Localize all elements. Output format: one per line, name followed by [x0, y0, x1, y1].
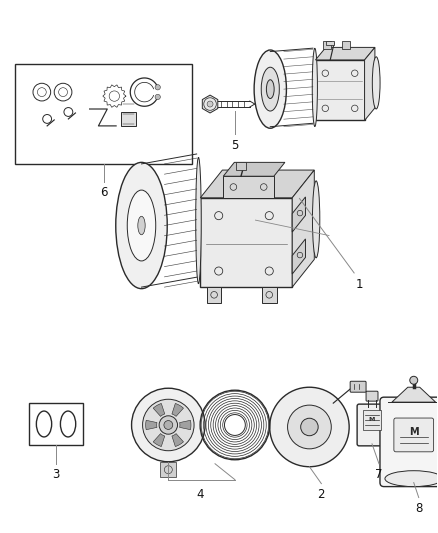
Text: M: M	[409, 427, 419, 437]
Bar	[363, 410, 381, 430]
Polygon shape	[153, 433, 165, 447]
FancyBboxPatch shape	[366, 391, 378, 401]
Circle shape	[270, 387, 349, 467]
Polygon shape	[200, 170, 314, 198]
Ellipse shape	[385, 471, 438, 487]
Bar	[29, 403, 83, 445]
Polygon shape	[292, 239, 305, 274]
Circle shape	[155, 85, 160, 90]
Bar	[160, 462, 176, 477]
Circle shape	[143, 399, 194, 451]
Ellipse shape	[261, 67, 279, 111]
Circle shape	[207, 101, 213, 107]
FancyBboxPatch shape	[350, 381, 366, 392]
Polygon shape	[315, 47, 375, 60]
FancyBboxPatch shape	[357, 404, 387, 446]
FancyBboxPatch shape	[315, 60, 364, 120]
Ellipse shape	[127, 190, 156, 261]
Polygon shape	[292, 197, 305, 232]
Polygon shape	[364, 47, 375, 120]
FancyBboxPatch shape	[380, 397, 438, 487]
FancyBboxPatch shape	[200, 198, 292, 287]
Text: 2: 2	[318, 488, 325, 500]
Text: 4: 4	[196, 488, 204, 500]
Text: 3: 3	[53, 468, 60, 481]
Circle shape	[131, 388, 205, 462]
Polygon shape	[153, 403, 165, 416]
Polygon shape	[172, 403, 184, 416]
Bar	[323, 41, 331, 50]
Bar	[237, 163, 246, 170]
Circle shape	[159, 416, 177, 434]
Ellipse shape	[372, 57, 380, 109]
Text: 6: 6	[100, 185, 107, 198]
Ellipse shape	[138, 216, 145, 235]
Circle shape	[300, 418, 318, 435]
Text: 1: 1	[355, 278, 363, 291]
Ellipse shape	[132, 203, 151, 248]
Bar	[15, 64, 192, 164]
FancyBboxPatch shape	[262, 287, 277, 303]
Ellipse shape	[196, 157, 201, 284]
Circle shape	[164, 421, 173, 430]
FancyBboxPatch shape	[394, 418, 434, 452]
Ellipse shape	[312, 181, 320, 258]
Circle shape	[410, 376, 418, 384]
Polygon shape	[180, 421, 191, 430]
Polygon shape	[223, 163, 285, 176]
FancyBboxPatch shape	[207, 287, 222, 303]
Polygon shape	[292, 170, 314, 287]
Bar	[121, 112, 136, 126]
Circle shape	[288, 405, 331, 449]
Ellipse shape	[266, 80, 274, 99]
Circle shape	[204, 98, 216, 110]
FancyBboxPatch shape	[223, 176, 274, 198]
Text: 5: 5	[231, 139, 239, 152]
Polygon shape	[392, 387, 436, 402]
Bar	[343, 41, 350, 50]
Polygon shape	[202, 95, 218, 113]
Text: M: M	[369, 416, 375, 422]
Text: 8: 8	[415, 502, 422, 514]
Text: 7: 7	[375, 468, 383, 481]
Bar	[326, 41, 334, 45]
Ellipse shape	[254, 50, 286, 128]
Ellipse shape	[116, 163, 167, 289]
Polygon shape	[146, 421, 157, 430]
Polygon shape	[172, 433, 184, 447]
Circle shape	[155, 94, 160, 100]
Ellipse shape	[312, 49, 318, 126]
